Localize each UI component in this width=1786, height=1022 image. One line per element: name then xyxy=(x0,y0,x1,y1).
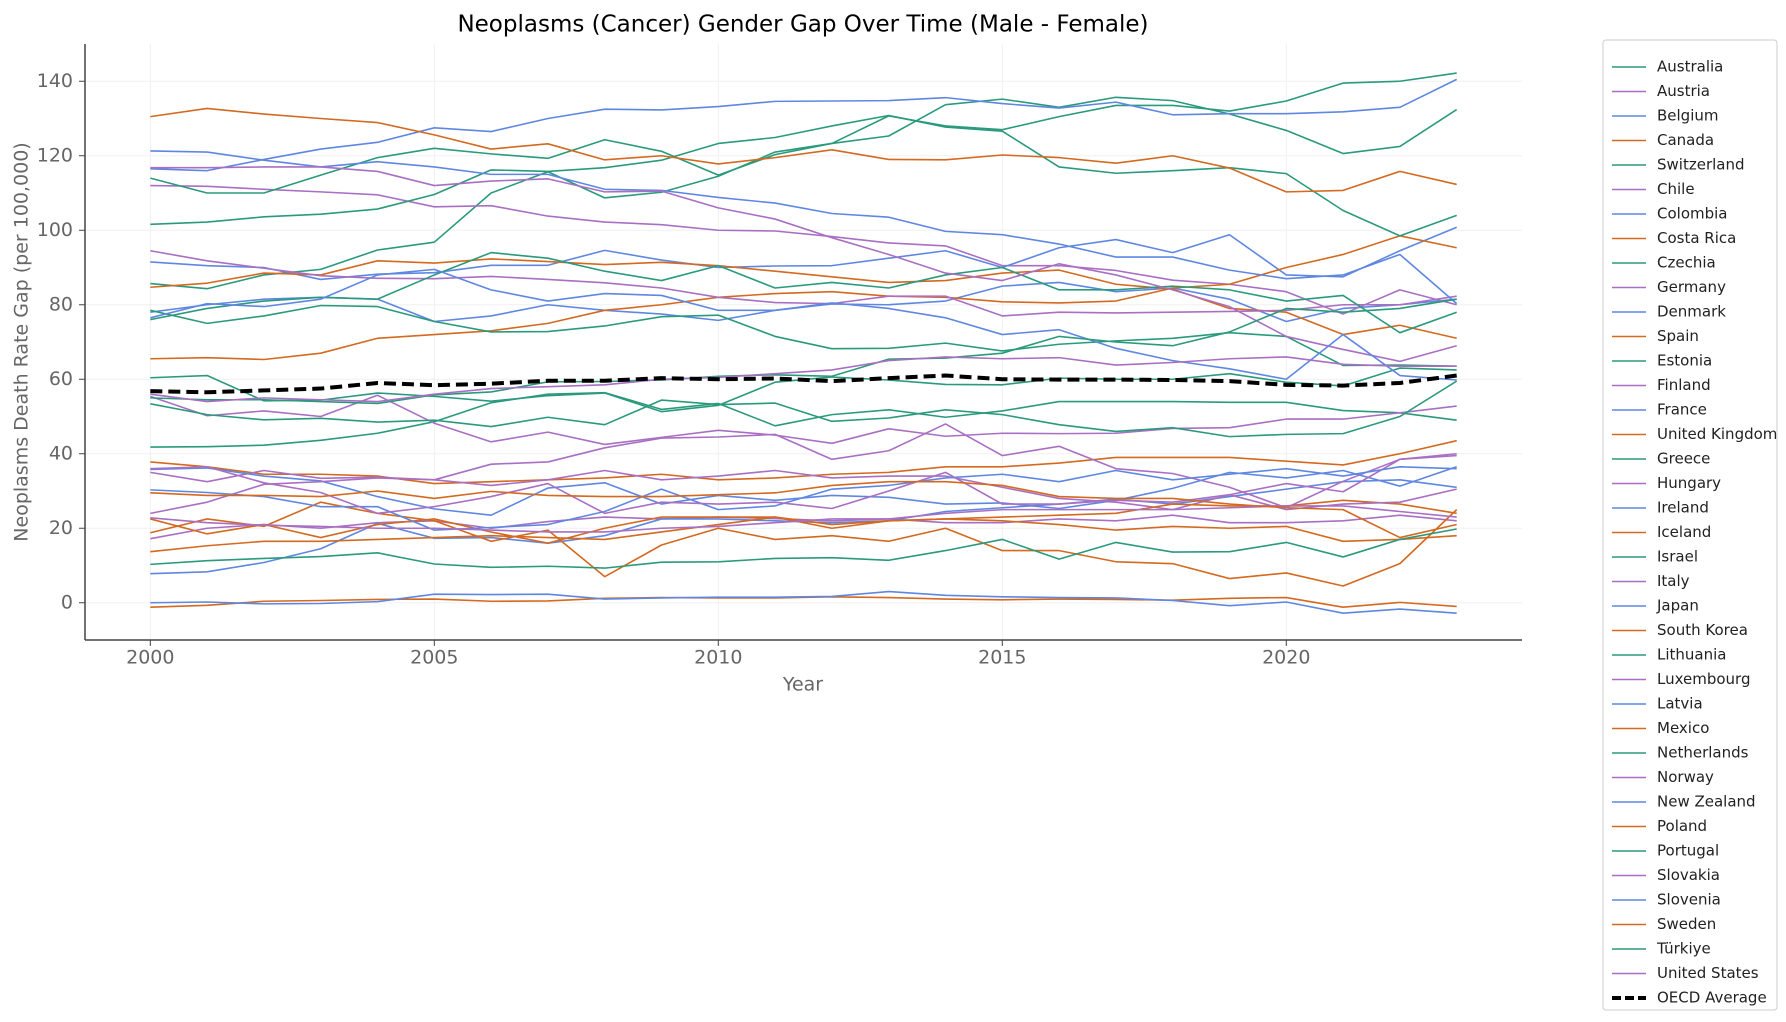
legend-box xyxy=(1602,39,1778,1011)
series-line xyxy=(150,268,1457,381)
legend-label: Slovenia xyxy=(1657,891,1721,909)
legend-label: Canada xyxy=(1657,131,1714,149)
legend-label: Türkiye xyxy=(1656,940,1711,958)
legend-label: Netherlands xyxy=(1657,744,1749,762)
y-tick-label: 60 xyxy=(49,368,73,390)
legend-label: Latvia xyxy=(1657,695,1703,713)
series-line xyxy=(150,516,1457,544)
legend-label: Belgium xyxy=(1657,107,1719,125)
series-line xyxy=(150,391,1457,448)
series-line xyxy=(150,465,1457,531)
series-line xyxy=(150,501,1458,587)
series-line xyxy=(150,96,1458,290)
y-tick-label: 20 xyxy=(49,517,73,539)
ticks: 0 20 40 60 80 100 120 140 2000 2005 2010 2015 2020 xyxy=(37,70,1311,669)
series-line xyxy=(150,235,1457,361)
series-line xyxy=(150,465,1457,515)
legend-label: Portugal xyxy=(1657,842,1719,860)
x-tick-label: 2015 xyxy=(978,647,1026,669)
legend-label: Czechia xyxy=(1657,254,1716,272)
legend: Australia Austria Belgium Canada Switzerland… xyxy=(1612,58,1777,1007)
x-tick-label: 2020 xyxy=(1262,647,1310,669)
y-tick-label: 40 xyxy=(49,442,73,464)
series-line xyxy=(150,184,1457,315)
legend-label: Italy xyxy=(1657,572,1690,590)
series-line xyxy=(150,107,1457,193)
legend-label: Hungary xyxy=(1657,474,1721,492)
y-tick-label: 140 xyxy=(37,70,73,92)
series-line xyxy=(150,114,1457,237)
legend-label: Norway xyxy=(1657,768,1714,786)
legend-label: United States xyxy=(1657,964,1759,982)
legend-label: Colombia xyxy=(1657,205,1728,223)
series-line xyxy=(150,590,1457,614)
series-line xyxy=(150,528,1457,569)
series-line xyxy=(150,423,1457,509)
legend-label: OECD Average xyxy=(1657,989,1767,1007)
legend-label: Australia xyxy=(1657,58,1723,76)
series-line xyxy=(150,454,1457,515)
series-line xyxy=(150,258,1457,340)
x-axis-label: Year xyxy=(782,674,823,696)
x-tick-label: 2000 xyxy=(126,647,174,669)
legend-label: Chile xyxy=(1657,180,1695,198)
series-line xyxy=(150,166,1457,363)
y-tick-label: 0 xyxy=(61,591,73,613)
legend-label: Iceland xyxy=(1657,523,1711,541)
legend-label: Costa Rica xyxy=(1657,229,1736,247)
x-tick-label: 2010 xyxy=(694,647,742,669)
legend-label: Mexico xyxy=(1657,719,1709,737)
series-line xyxy=(150,251,1457,334)
y-axis-label: Neoplasms Death Rate Gap (per 100,000) xyxy=(11,142,33,541)
legend-label: Spain xyxy=(1657,327,1699,345)
x-tick-label: 2005 xyxy=(410,647,458,669)
series-line xyxy=(150,78,1458,172)
plot-lines xyxy=(150,72,1458,614)
chart-title: Neoplasms (Cancer) Gender Gap Over Time … xyxy=(457,12,1148,38)
legend-label: Sweden xyxy=(1657,915,1716,933)
series-line xyxy=(150,439,1457,485)
legend-label: Ireland xyxy=(1657,499,1709,517)
series-line xyxy=(150,150,1458,305)
legend-label: South Korea xyxy=(1657,621,1748,639)
series-line xyxy=(150,373,1457,395)
y-tick-label: 120 xyxy=(37,144,73,166)
y-tick-label: 80 xyxy=(49,293,73,315)
series-line xyxy=(150,356,1457,403)
legend-label: Germany xyxy=(1657,278,1726,296)
series-line xyxy=(150,72,1457,194)
legend-label: Japan xyxy=(1656,597,1699,615)
legend-label: United Kingdom xyxy=(1657,425,1777,443)
legend-label: Denmark xyxy=(1657,303,1726,321)
y-tick-label: 100 xyxy=(37,219,73,241)
legend-label: Lithuania xyxy=(1657,646,1726,664)
legend-label: Luxembourg xyxy=(1657,670,1751,688)
series-line xyxy=(150,394,1457,446)
series-line xyxy=(150,505,1457,533)
series-line xyxy=(150,298,1457,405)
legend-label: Estonia xyxy=(1657,352,1712,370)
legend-label: Austria xyxy=(1657,82,1710,100)
series-line xyxy=(150,480,1457,539)
legend-label: Slovakia xyxy=(1657,866,1720,884)
legend-label: Switzerland xyxy=(1657,156,1745,174)
series-line xyxy=(150,514,1457,540)
legend-label: New Zealand xyxy=(1657,793,1756,811)
legend-label: France xyxy=(1657,401,1707,419)
series-line xyxy=(150,304,1457,368)
series-line xyxy=(150,380,1458,438)
series-line xyxy=(150,226,1457,281)
legend-label: Poland xyxy=(1657,817,1707,835)
legend-label: Israel xyxy=(1657,548,1698,566)
legend-label: Finland xyxy=(1657,376,1711,394)
legend-label: Greece xyxy=(1657,450,1710,468)
